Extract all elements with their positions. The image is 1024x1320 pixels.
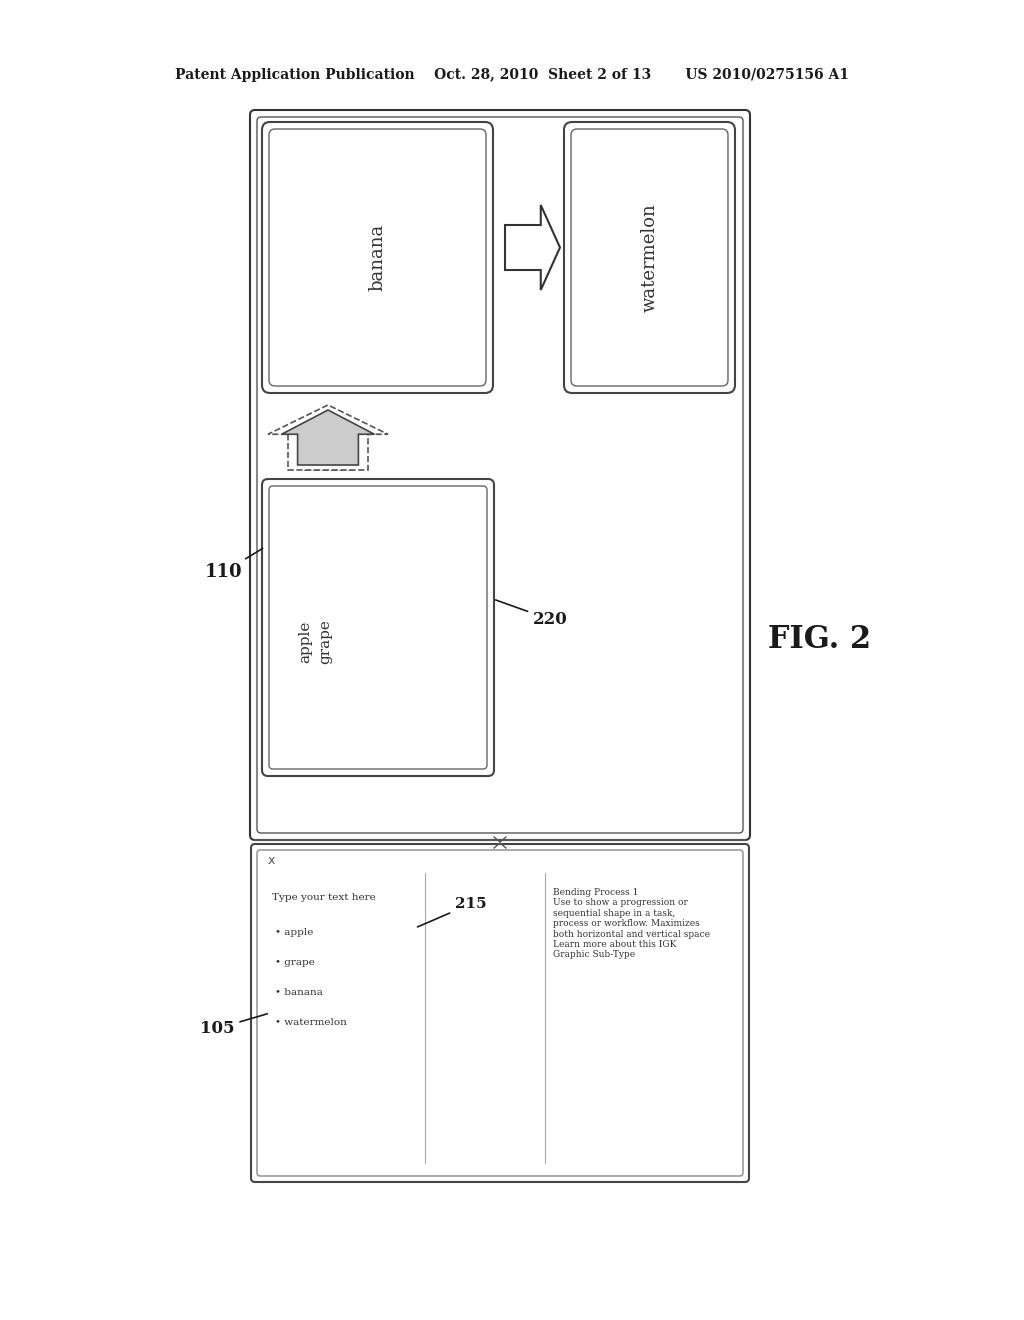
Bar — [374, 766, 382, 774]
Text: Bending Process 1
Use to show a progression or
sequential shape in a task,
proce: Bending Process 1 Use to show a progress… — [553, 888, 710, 960]
Text: x: x — [267, 854, 274, 866]
Text: grape: grape — [318, 619, 332, 664]
FancyBboxPatch shape — [269, 486, 487, 770]
Text: • banana: • banana — [275, 987, 323, 997]
Bar — [304, 437, 352, 470]
Text: banana: banana — [369, 224, 386, 292]
Text: 215: 215 — [418, 898, 486, 927]
Polygon shape — [505, 205, 560, 290]
Text: Type your text here: Type your text here — [272, 894, 376, 902]
FancyBboxPatch shape — [571, 129, 728, 385]
Bar — [484, 766, 492, 774]
Text: • watermelon: • watermelon — [275, 1018, 347, 1027]
FancyBboxPatch shape — [257, 850, 743, 1176]
FancyBboxPatch shape — [257, 117, 743, 833]
Text: Patent Application Publication    Oct. 28, 2010  Sheet 2 of 13       US 2010/027: Patent Application Publication Oct. 28, … — [175, 69, 849, 82]
Text: FIG. 2: FIG. 2 — [768, 624, 871, 656]
Bar — [484, 480, 492, 488]
Text: watermelon: watermelon — [640, 203, 658, 312]
Text: apple: apple — [298, 620, 312, 663]
Bar — [484, 623, 492, 631]
Text: • apple: • apple — [275, 928, 313, 937]
Polygon shape — [268, 405, 388, 470]
Polygon shape — [282, 411, 375, 465]
FancyBboxPatch shape — [262, 479, 494, 776]
Text: • grape: • grape — [275, 958, 314, 968]
Bar — [374, 480, 382, 488]
Text: 220: 220 — [496, 599, 567, 628]
Text: 105: 105 — [200, 1014, 267, 1038]
Bar — [264, 480, 272, 488]
Bar — [264, 623, 272, 631]
FancyBboxPatch shape — [262, 121, 493, 393]
FancyBboxPatch shape — [251, 843, 749, 1181]
Bar — [264, 766, 272, 774]
FancyBboxPatch shape — [250, 110, 750, 840]
FancyBboxPatch shape — [564, 121, 735, 393]
Text: 110: 110 — [205, 548, 262, 581]
FancyBboxPatch shape — [269, 129, 486, 385]
